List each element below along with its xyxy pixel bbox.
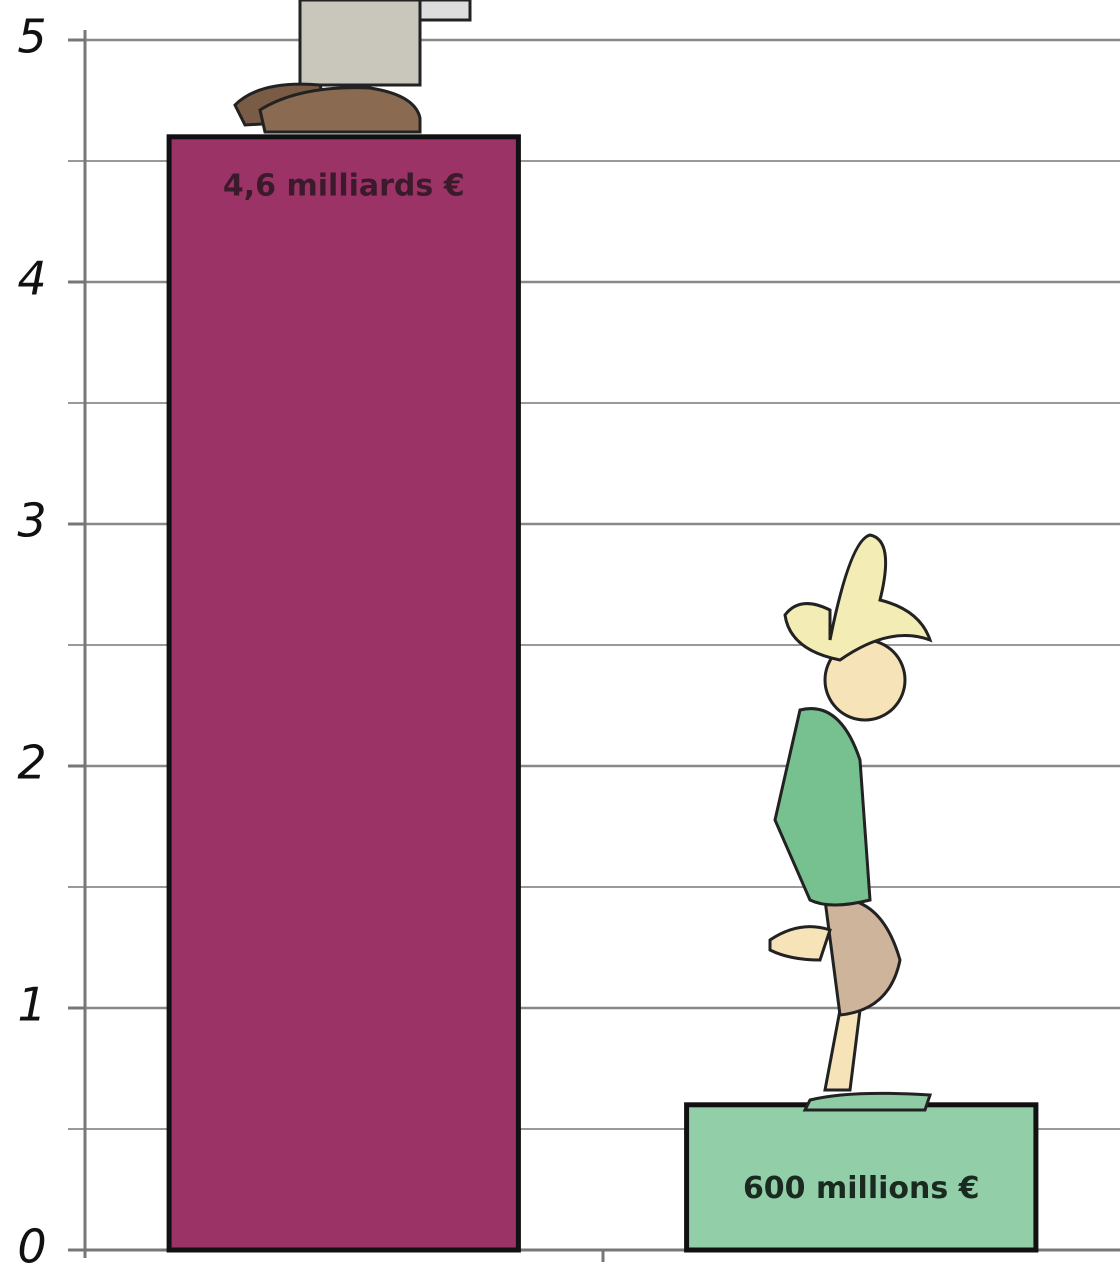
y-tick-label: 5 <box>17 10 46 64</box>
y-tick-label: 4 <box>17 252 46 306</box>
y-tick-label: 1 <box>17 978 46 1032</box>
value-label: 4,6 milliards € <box>223 168 465 203</box>
bars: 4,6 milliards € 600 millions € <box>166 134 1039 1253</box>
y-tick-label: 2 <box>17 736 46 790</box>
bar <box>684 1102 1039 1253</box>
value-label: 600 millions € <box>743 1171 980 1206</box>
y-tick-label: 3 <box>17 494 46 548</box>
y-tick-label: 0 <box>17 1220 46 1265</box>
bar <box>166 134 521 1253</box>
illustration-man-shoes <box>233 0 472 134</box>
illustration-woman <box>768 533 933 1112</box>
